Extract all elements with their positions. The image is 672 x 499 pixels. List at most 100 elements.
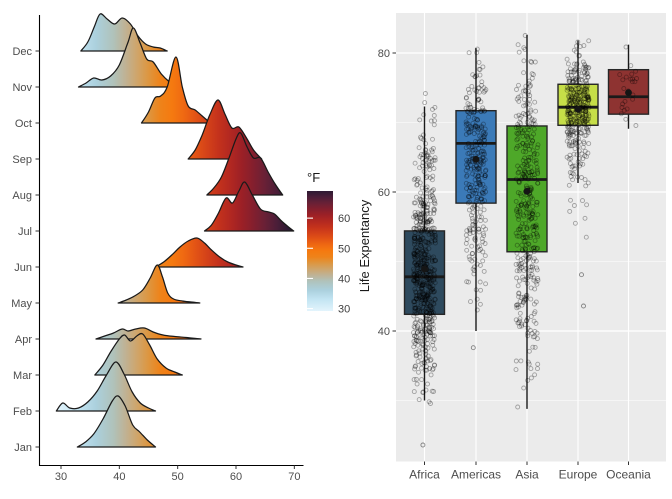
jitter-point — [513, 198, 519, 204]
jitter-point — [567, 78, 573, 84]
jitter-point — [468, 126, 474, 132]
jitter-point — [584, 116, 590, 122]
jitter-point — [517, 208, 523, 214]
jitter-point — [465, 126, 471, 132]
jitter-point — [567, 143, 572, 149]
jitter-point — [523, 277, 529, 283]
jitter-point — [579, 130, 584, 136]
jitter-point — [514, 96, 520, 102]
jitter-point — [483, 173, 488, 179]
jitter-point — [574, 92, 579, 98]
jitter-point — [566, 94, 572, 100]
outlier-point — [470, 345, 476, 351]
jitter-point — [428, 284, 434, 290]
jitter-point — [581, 117, 587, 123]
jitter-point — [521, 268, 527, 274]
jitter-point — [427, 324, 433, 330]
jitter-point — [571, 102, 577, 108]
jitter-point — [577, 67, 583, 73]
jitter-point — [426, 283, 432, 289]
jitter-point — [585, 117, 591, 123]
jitter-point — [623, 44, 629, 50]
jitter-point — [519, 163, 525, 169]
jitter-point — [476, 214, 482, 220]
jitter-point — [569, 143, 575, 149]
jitter-point — [411, 226, 417, 232]
mean-dot-europe — [574, 105, 582, 113]
jitter-point — [463, 119, 469, 125]
jitter-point — [524, 162, 530, 168]
jitter-point — [617, 72, 623, 78]
jitter-point — [411, 250, 417, 256]
jitter-point — [470, 72, 476, 78]
jitter-point — [571, 97, 577, 103]
jitter-point — [478, 287, 484, 293]
jitter-point — [432, 273, 438, 279]
jitter-point — [584, 202, 590, 208]
jitter-point — [418, 283, 424, 289]
jitter-point — [482, 173, 488, 179]
jitter-point — [418, 303, 424, 309]
jitter-point — [517, 115, 523, 121]
jitter-point — [417, 154, 423, 160]
jitter-point — [417, 219, 423, 225]
jitter-point — [414, 275, 420, 281]
jitter-point — [480, 181, 486, 187]
jitter-point — [521, 58, 527, 64]
jitter-point — [411, 278, 417, 284]
jitter-point — [426, 275, 432, 281]
jitter-point — [516, 94, 521, 100]
jitter-point — [579, 116, 585, 122]
jitter-point — [417, 237, 423, 243]
jitter-point — [424, 152, 430, 158]
jitter-point — [413, 363, 419, 369]
jitter-point — [532, 334, 538, 340]
jitter-point — [529, 272, 535, 278]
jitter-point — [425, 210, 431, 216]
jitter-point — [481, 233, 487, 239]
jitter-point — [427, 269, 433, 275]
jitter-point — [582, 61, 587, 67]
jitter-point — [474, 206, 480, 212]
jitter-point — [414, 181, 420, 187]
jitter-point — [412, 278, 418, 284]
jitter-point — [580, 156, 586, 162]
jitter-point — [516, 214, 522, 220]
jitter-point — [518, 120, 524, 126]
jitter-point — [473, 287, 479, 293]
jitter-point — [417, 350, 423, 356]
jitter-point — [530, 223, 536, 229]
jitter-point — [425, 202, 431, 208]
jitter-point — [533, 320, 539, 326]
jitter-point — [580, 114, 586, 120]
jitter-point — [473, 237, 478, 243]
jitter-point — [514, 208, 519, 214]
jitter-point — [478, 218, 484, 224]
jitter-point — [464, 279, 470, 285]
jitter-point — [415, 260, 421, 266]
jitter-point — [432, 207, 437, 213]
jitter-point — [567, 102, 573, 108]
jitter-point — [431, 122, 437, 128]
jitter-point — [517, 298, 523, 304]
jitter-point — [420, 335, 426, 341]
jitter-point — [414, 223, 420, 229]
jitter-point — [566, 78, 572, 84]
jitter-point — [521, 239, 527, 245]
jitter-point — [526, 146, 532, 152]
jitter-point — [566, 75, 572, 81]
jitter-point — [429, 230, 435, 236]
jitter-point — [585, 94, 591, 100]
jitter-point — [432, 280, 438, 286]
jitter-point — [474, 187, 479, 193]
jitter-point — [417, 289, 422, 295]
jitter-point — [472, 202, 478, 208]
jitter-point — [577, 130, 583, 136]
jitter-point — [513, 317, 519, 323]
jitter-point — [583, 234, 589, 240]
jitter-point — [567, 152, 573, 158]
jitter-point — [426, 279, 432, 285]
jitter-point — [573, 125, 579, 131]
jitter-point — [531, 131, 536, 137]
jitter-point — [417, 212, 423, 218]
